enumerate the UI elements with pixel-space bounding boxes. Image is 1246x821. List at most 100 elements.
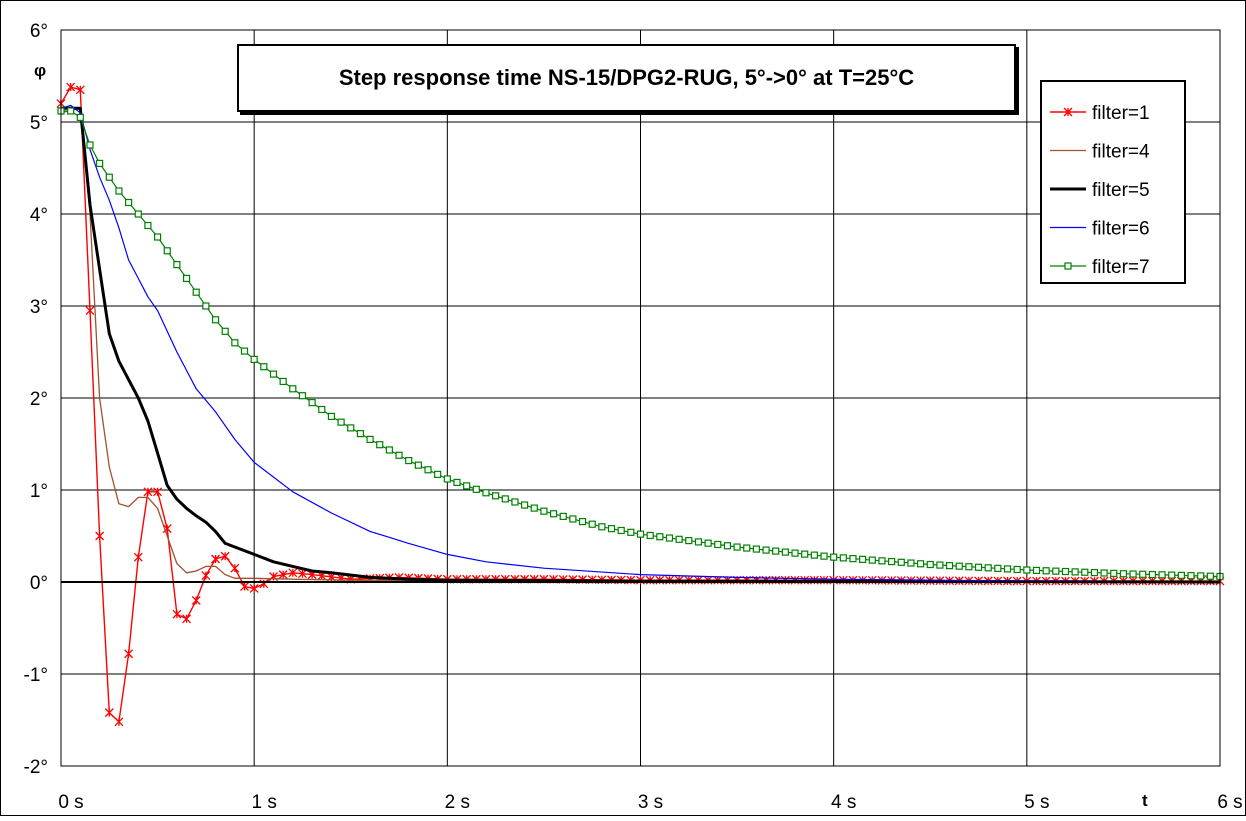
data-point — [1119, 570, 1128, 578]
data-point — [916, 560, 925, 568]
legend-marker — [1064, 262, 1072, 270]
data-point — [1013, 565, 1021, 574]
data-point — [907, 559, 915, 567]
data-point — [1081, 568, 1089, 576]
data-point — [578, 517, 587, 526]
data-point — [163, 247, 171, 255]
data-point — [133, 552, 143, 562]
legend-marker — [1063, 107, 1073, 117]
series-line — [61, 106, 1221, 584]
data-point — [249, 583, 259, 593]
data-point — [221, 327, 229, 335]
data-point — [984, 564, 992, 572]
data-point — [424, 466, 432, 474]
legend-label: filter=1 — [1092, 103, 1150, 124]
data-point — [472, 485, 480, 493]
data-point — [559, 512, 567, 520]
data-point — [1003, 565, 1012, 573]
data-point — [810, 551, 818, 559]
data-point — [878, 557, 886, 565]
data-point — [714, 540, 722, 549]
data-point — [723, 542, 732, 550]
series-filter=4 — [60, 107, 1221, 583]
data-point — [1100, 569, 1108, 577]
data-point — [704, 539, 712, 547]
data-point — [434, 470, 442, 478]
data-point — [220, 551, 230, 561]
data-point — [201, 571, 211, 581]
data-point — [1177, 571, 1185, 579]
data-point — [859, 555, 867, 563]
data-point — [269, 370, 278, 378]
x-tick-label: 0 s — [58, 792, 83, 813]
data-point — [1061, 567, 1070, 576]
data-point — [76, 113, 84, 122]
data-point — [501, 495, 509, 503]
data-point — [830, 553, 838, 561]
data-point — [588, 520, 596, 528]
plot-border — [60, 29, 1221, 767]
data-point — [385, 446, 393, 454]
y-tick-label: 6° — [30, 21, 48, 42]
data-point — [839, 554, 847, 562]
data-point — [414, 461, 422, 469]
data-point — [260, 363, 268, 371]
legend-label: filter=7 — [1092, 257, 1150, 278]
chart-title-box: Step response time NS-15/DPG2-RUG, 5°->0… — [237, 44, 1016, 112]
data-point — [172, 609, 182, 619]
data-point — [772, 547, 780, 555]
legend-entry: filter=4 — [1050, 142, 1150, 163]
data-point — [376, 441, 384, 449]
chart-title: Step response time NS-15/DPG2-RUG, 5°->0… — [338, 65, 915, 90]
data-point — [143, 487, 153, 497]
data-point — [646, 531, 654, 540]
data-point — [144, 221, 152, 230]
data-point — [1090, 569, 1099, 577]
data-point — [482, 489, 490, 497]
y-tick-label: 0° — [30, 573, 48, 594]
data-point — [936, 561, 944, 569]
legend-entry: filter=5 — [1050, 180, 1150, 201]
data-point — [288, 568, 298, 578]
data-point — [598, 523, 606, 531]
data-point — [347, 424, 355, 432]
data-point — [96, 159, 104, 167]
data-point — [240, 347, 249, 355]
data-point — [492, 492, 500, 500]
data-point — [1110, 569, 1118, 577]
data-point — [356, 430, 365, 438]
data-point — [366, 435, 374, 443]
axes: -2° -1° 0° 1° 2° 3° 4° 5° 6° 0 s 1 s 2 s 3 s 4 s 5 s 6 … — [24, 21, 1243, 813]
y-tick-label: -2° — [24, 757, 49, 778]
data-point — [86, 141, 94, 149]
data-point — [868, 556, 876, 564]
data-point — [762, 546, 770, 554]
data-point — [1052, 567, 1060, 575]
data-point — [66, 82, 76, 92]
data-point — [192, 288, 200, 296]
data-point — [675, 535, 683, 543]
data-point — [994, 564, 1002, 572]
data-point — [569, 515, 577, 523]
y-axis-title: φ — [34, 61, 46, 80]
data-point — [250, 355, 258, 363]
data-point — [1206, 572, 1214, 580]
data-point — [955, 562, 963, 570]
y-tick-label: 4° — [30, 205, 48, 226]
data-point — [945, 562, 954, 570]
y-tick-label: 3° — [30, 297, 48, 318]
data-point — [124, 649, 134, 659]
x-tick-label: 6 s — [1217, 792, 1242, 813]
data-point — [289, 385, 297, 393]
legend-label: filter=6 — [1092, 219, 1150, 240]
y-tick-label: 1° — [30, 481, 48, 502]
x-tick-label: 4 s — [831, 792, 856, 813]
data-point — [115, 187, 123, 195]
data-point — [665, 534, 674, 542]
data-point — [791, 549, 799, 557]
data-point — [67, 107, 75, 115]
series-filter=6 — [60, 104, 1221, 583]
data-point — [511, 498, 519, 506]
